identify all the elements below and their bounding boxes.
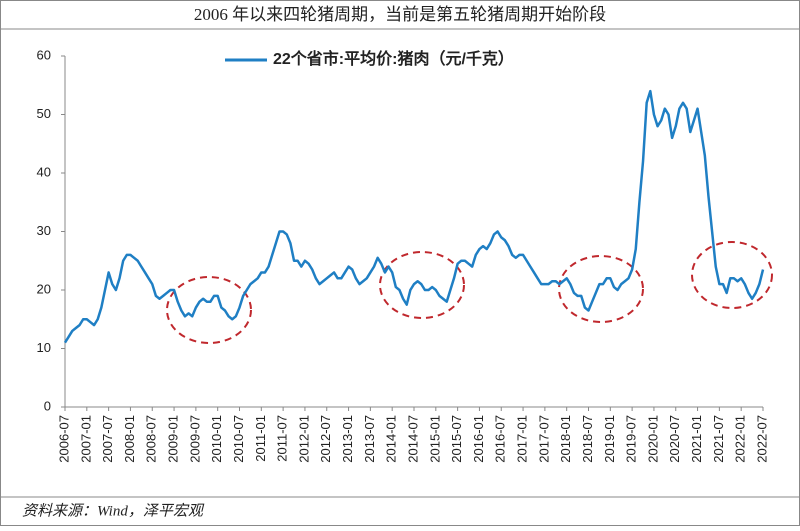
x-tick-label: 2011-01 (253, 415, 268, 462)
x-tick-label: 2013-01 (340, 415, 355, 463)
y-tick-label: 40 (37, 164, 51, 179)
highlight-ellipse (379, 251, 465, 319)
chart-title: 2006 年以来四轮猪周期，当前是第五轮猪周期开始阶段 (194, 5, 606, 24)
x-tick-label: 2017-07 (536, 415, 551, 463)
x-tick-label: 2011-07 (275, 415, 290, 462)
x-tick-label: 2014-07 (405, 415, 420, 463)
x-tick-label: 2009-01 (166, 415, 181, 463)
x-tick-label: 2016-01 (471, 415, 486, 463)
x-tick-label: 2013-07 (362, 415, 377, 463)
y-tick-label: 60 (37, 47, 51, 62)
x-tick-label: 2018-01 (558, 415, 573, 463)
x-tick-label: 2015-07 (449, 415, 464, 463)
highlight-ellipse (166, 276, 252, 344)
x-tick-label: 2021-07 (711, 415, 726, 463)
x-tick-label: 2020-07 (667, 415, 682, 463)
y-tick-label: 50 (37, 106, 51, 121)
highlight-ellipse (691, 241, 773, 309)
y-tick-label: 20 (37, 281, 51, 296)
x-tick-label: 2019-07 (624, 415, 639, 463)
x-tick-label: 2020-01 (645, 415, 660, 463)
x-tick-label: 2018-07 (580, 415, 595, 463)
line (63, 89, 765, 344)
x-tick-label: 2016-07 (493, 415, 508, 463)
x-tick-label: 2006-07 (56, 415, 71, 463)
x-tick-label: 2014-01 (384, 415, 399, 463)
x-tick-label: 2019-01 (602, 415, 617, 463)
x-tick-label: 2012-07 (318, 415, 333, 463)
source: 资料来源：Wind，泽平宏观 (22, 502, 205, 519)
x-tick-label: 2008-07 (144, 415, 159, 463)
x-tick-label: 2015-01 (427, 415, 442, 463)
y-tick-label: 0 (44, 398, 51, 413)
x-tick-label: 2010-01 (209, 415, 224, 463)
x-tick-label: 2021-01 (689, 415, 704, 463)
x-tick-label: 2022-07 (754, 415, 769, 463)
x-tick-label: 2012-01 (296, 415, 311, 463)
legend-label: 22个省市:平均价:猪肉（元/千克） (273, 49, 514, 68)
x-tick-label: 2010-07 (231, 415, 246, 463)
y-tick-label: 10 (37, 340, 51, 355)
highlights (166, 241, 773, 344)
y-tick-label: 30 (37, 223, 51, 238)
x-tick-label: 2007-01 (78, 415, 93, 463)
x-tick-label: 2008-01 (122, 415, 137, 463)
x-tick-label: 2007-07 (100, 415, 115, 463)
x-tick-label: 2022-01 (733, 415, 748, 463)
highlight-ellipse (558, 255, 644, 323)
x-tick-label: 2017-01 (515, 415, 530, 463)
x-tick-label: 2009-07 (187, 415, 202, 463)
